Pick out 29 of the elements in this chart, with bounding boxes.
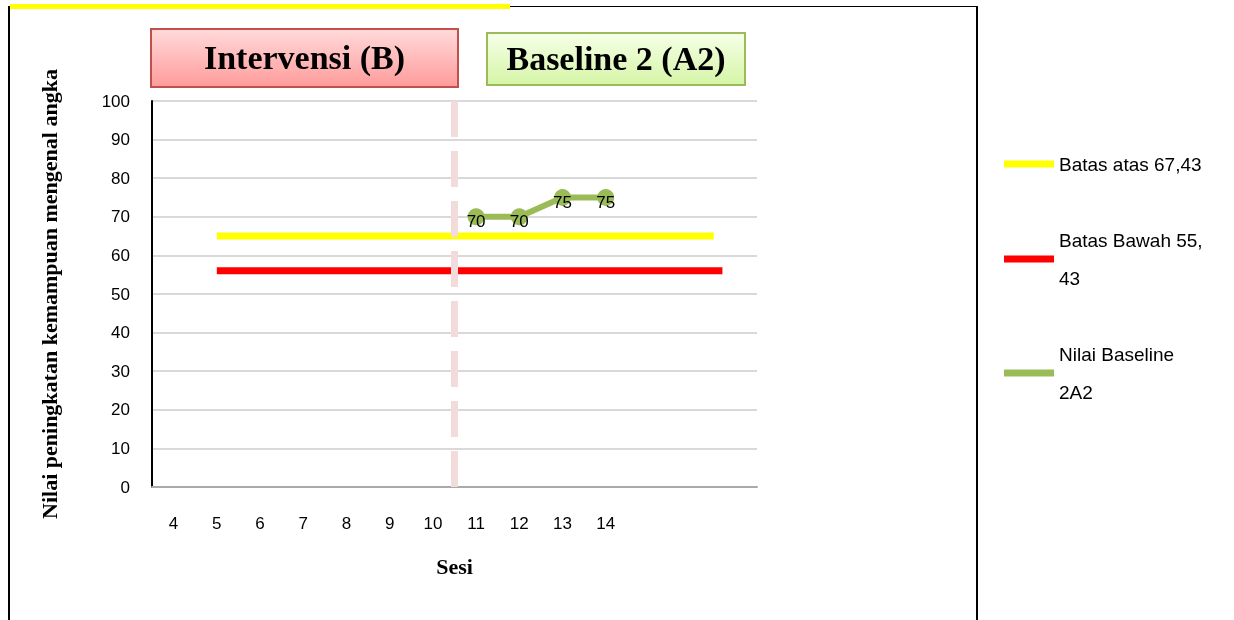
x-tick-label: 6 [255,514,265,533]
y-tick-label: 30 [111,361,130,381]
x-tick-label: 10 [423,514,443,533]
y-tick-label: 10 [111,438,130,458]
x-tick-label: 14 [596,514,616,533]
legend-label: Batas atas 67,43 [1059,153,1202,175]
y-tick-label: 40 [111,323,130,343]
y-axis-title: Nilai peningkatan kemampuan mengenal angka [36,69,62,519]
x-axis-title: Sesi [436,553,473,579]
x-tick-label: 8 [341,514,352,533]
x-tick-label: 9 [384,514,395,533]
text: Baseline 2 (A2) [486,32,746,86]
x-tick-label: 12 [509,514,529,533]
x-tick-label: 4 [168,514,179,533]
text: Intervensi (B) [150,28,459,88]
y-tick-label: 0 [120,477,130,497]
x-tick-label: 5 [212,514,222,533]
legend-label: Nilai Baseline 2A2 [1059,343,1180,403]
x-tick-label: 7 [298,514,308,533]
y-tick-label: 90 [111,130,130,150]
y-tick-label: 20 [111,400,130,420]
y-tick-label: 80 [111,168,130,188]
x-tick-label: 13 [553,514,572,533]
y-tick-label: 100 [101,91,130,111]
x-tick-label: 11 [467,514,485,533]
y-tick-label: 50 [111,284,130,304]
y-tick-label: 70 [111,207,130,227]
legend-label: Batas Bawah 55,43 [1059,229,1203,289]
y-tick-label: 60 [111,245,130,265]
